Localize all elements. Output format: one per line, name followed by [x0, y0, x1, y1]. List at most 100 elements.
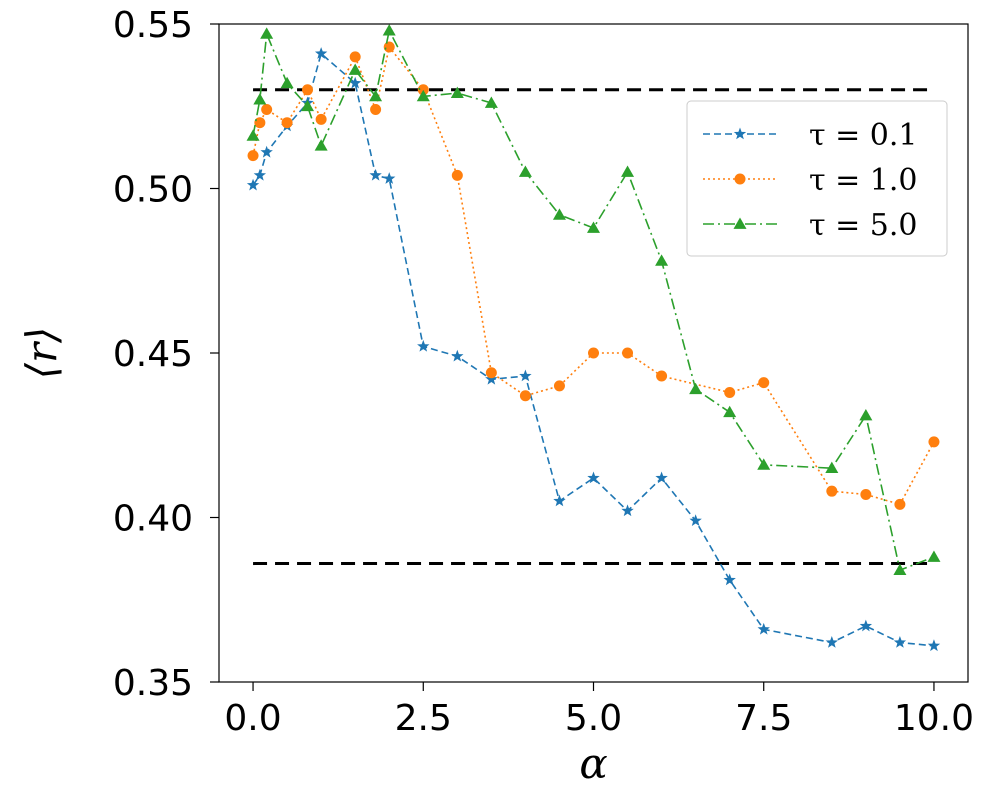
- legend-label: τ = 5.0: [809, 208, 918, 243]
- reference-lines-layer: [253, 88, 934, 566]
- x-axis-label: α: [579, 739, 607, 788]
- legend-item-1: τ = 0.1: [703, 118, 918, 153]
- data-point-1-19: [723, 573, 736, 586]
- data-point-3-16: [621, 165, 635, 177]
- x-tick-label: 5.0: [565, 698, 622, 739]
- data-point-3-23: [893, 563, 907, 576]
- data-point-3-8: [369, 89, 383, 102]
- data-point-1-24: [927, 639, 941, 652]
- data-point-3-18: [689, 382, 703, 395]
- data-point-3-12: [484, 96, 498, 108]
- data-point-3-4: [280, 76, 294, 89]
- y-tick-label: 0.45: [113, 334, 193, 375]
- series-line-3: [252, 28, 935, 572]
- series-3: [246, 24, 941, 576]
- data-point-1-6: [314, 47, 328, 59]
- data-point-2-22: [894, 498, 906, 510]
- data-point-3-3: [260, 27, 274, 39]
- data-point-2-23: [928, 436, 940, 448]
- legend-frame: [686, 100, 948, 257]
- data-point-3-17: [655, 254, 669, 266]
- data-point-3-2: [253, 93, 267, 105]
- data-point-1-11: [451, 349, 464, 362]
- ticks-layer: 0.0 2.5 5.0 7.5 10.0 0.35 0.40 0.45 0.50 0.55: [113, 5, 974, 739]
- legend-item-3: τ = 5.0: [703, 208, 918, 243]
- data-point-3-6: [314, 139, 328, 151]
- data-point-3-19: [723, 405, 737, 418]
- x-tick-label: 10.0: [894, 698, 974, 739]
- y-tick-label: 0.35: [113, 663, 193, 704]
- data-point-2-10: [417, 84, 429, 96]
- legend-item-2: τ = 1.0: [703, 163, 918, 198]
- data-point-2-19: [758, 377, 770, 389]
- data-point-2-20: [826, 485, 838, 497]
- data-point-1-12: [485, 372, 498, 385]
- data-point-3-24: [927, 550, 941, 562]
- legend-swatch-marker: [733, 217, 747, 229]
- legend-swatch-marker: [733, 127, 747, 140]
- data-point-1-23: [893, 636, 907, 648]
- data-point-3-7: [348, 63, 362, 75]
- y-tick-label: 0.55: [113, 5, 193, 46]
- data-point-2-3: [261, 104, 273, 116]
- data-point-2-7: [349, 51, 361, 63]
- data-point-1-13: [519, 369, 532, 382]
- data-point-3-10: [416, 89, 430, 102]
- data-point-1-10: [417, 339, 430, 352]
- legend-label: τ = 0.1: [809, 118, 918, 153]
- data-point-3-15: [587, 221, 600, 233]
- data-point-1-8: [369, 168, 382, 181]
- data-point-3-22: [859, 409, 873, 421]
- series-layer: [246, 24, 941, 652]
- data-point-1-21: [825, 636, 838, 648]
- data-point-1-22: [859, 619, 873, 632]
- data-point-2-12: [485, 367, 497, 379]
- legend-label: τ = 1.0: [809, 163, 918, 198]
- data-point-1-14: [553, 494, 566, 507]
- x-tick-label: 2.5: [395, 698, 452, 739]
- legend-swatch-marker: [734, 173, 746, 185]
- y-tick-label: 0.40: [113, 499, 193, 540]
- data-point-2-16: [622, 347, 634, 359]
- data-point-2-17: [656, 370, 668, 382]
- data-point-2-4: [281, 117, 293, 129]
- data-point-2-13: [519, 390, 531, 402]
- data-point-3-9: [382, 24, 396, 36]
- data-point-1-20: [757, 622, 770, 635]
- data-point-2-14: [553, 380, 565, 392]
- data-point-2-18: [724, 386, 736, 398]
- data-point-2-5: [302, 84, 314, 96]
- data-point-2-15: [588, 347, 599, 359]
- data-point-1-17: [655, 471, 668, 484]
- data-point-2-9: [383, 41, 395, 53]
- legend: τ = 0.1 τ = 1.0 τ = 5.0: [686, 100, 948, 257]
- y-tick-label: 0.50: [113, 170, 193, 211]
- data-point-1-7: [349, 76, 362, 89]
- x-tick-label: 7.5: [735, 698, 792, 739]
- data-point-3-14: [552, 208, 566, 220]
- data-point-3-13: [518, 165, 532, 177]
- data-point-2-11: [451, 169, 463, 181]
- data-point-3-1: [246, 129, 260, 141]
- data-point-1-16: [621, 504, 634, 517]
- x-tick-label: 0.0: [224, 698, 281, 739]
- data-point-2-21: [860, 488, 872, 500]
- data-point-1-1: [246, 178, 260, 191]
- data-point-1-3: [260, 145, 273, 158]
- data-point-2-2: [254, 117, 266, 129]
- data-point-3-11: [450, 86, 464, 98]
- data-point-3-21: [825, 461, 839, 474]
- data-point-1-9: [383, 172, 396, 184]
- y-axis-label: ⟨r⟩: [17, 327, 66, 380]
- legend-items: τ = 0.1 τ = 1.0 τ = 5.0: [703, 118, 918, 243]
- data-point-3-5: [301, 99, 315, 112]
- data-point-2-6: [315, 113, 327, 125]
- data-point-3-20: [757, 458, 771, 470]
- data-point-2-1: [247, 150, 259, 162]
- data-point-1-15: [587, 471, 600, 484]
- data-point-2-8: [370, 104, 382, 116]
- data-point-1-18: [689, 514, 702, 527]
- series-2: [247, 41, 940, 510]
